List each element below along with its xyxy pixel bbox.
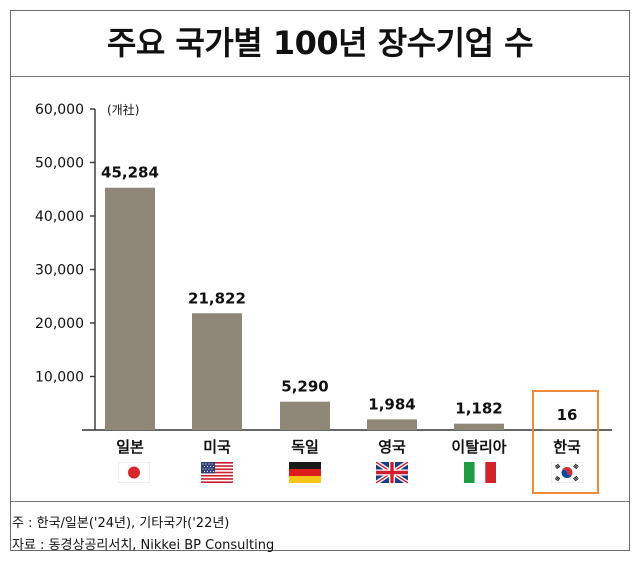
y-tick-label: 60,000 — [35, 102, 84, 118]
bar — [454, 423, 504, 430]
notes-divider — [10, 501, 630, 502]
uk-flag-icon — [376, 462, 408, 483]
bar-value-label: 1,984 — [368, 395, 415, 413]
bar — [280, 401, 330, 430]
y-tick-label: 50,000 — [35, 156, 84, 172]
italy-flag-icon — [464, 462, 496, 483]
category-label: 영국 — [378, 438, 406, 456]
korea-highlight-box — [532, 390, 599, 494]
category-label: 미국 — [203, 438, 231, 456]
germany-flag-icon — [289, 462, 321, 483]
usa-flag-icon — [201, 462, 233, 483]
category-label: 독일 — [291, 438, 319, 456]
unit-label: (개社) — [107, 102, 139, 117]
category-label: 일본 — [116, 438, 144, 456]
bar — [192, 313, 242, 430]
y-tick-label: 30,000 — [35, 263, 84, 279]
bar-value-label: 5,290 — [281, 378, 328, 396]
bar — [542, 429, 592, 430]
y-tick-label: 10,000 — [35, 370, 84, 386]
chart-frame — [10, 10, 630, 551]
japan-flag-icon — [118, 462, 150, 483]
title-divider — [10, 76, 630, 77]
bar — [105, 187, 155, 430]
bar-chart: 10,000 20,000 30,000 40,000 50,000 60,000 (개社)… — [35, 102, 612, 456]
bar-value-label: 21,822 — [188, 289, 246, 307]
bar — [367, 419, 417, 430]
note-period: 주 : 한국/일본('24년), 기타국가('22년) — [12, 516, 230, 531]
note-source: 자료 : 동경상공리서치, Nikkei BP Consulting — [12, 538, 275, 553]
bar-value-label: 45,284 — [101, 164, 159, 182]
korea-flag-icon — [551, 462, 583, 483]
category-label: 이탈리아 — [451, 438, 506, 456]
y-tick-label: 40,000 — [35, 209, 84, 225]
bar-value-label: 16 — [557, 406, 578, 424]
category-label: 한국 — [553, 438, 581, 456]
page-title: 주요 국가별 100년 장수기업 수 — [106, 24, 534, 62]
y-tick-label: 20,000 — [35, 316, 84, 332]
bar-value-label: 1,182 — [455, 400, 502, 418]
